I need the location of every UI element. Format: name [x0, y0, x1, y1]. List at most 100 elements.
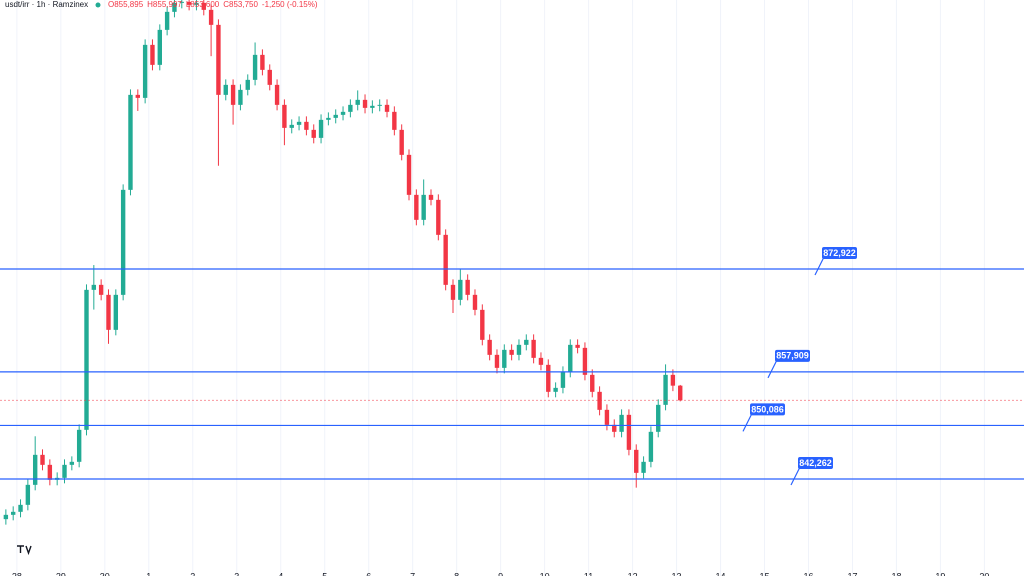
grid: 2829301234567891011121314151617181920	[12, 0, 989, 576]
candle-body	[619, 414, 624, 432]
candle-body	[223, 84, 228, 95]
x-tick-label: 6	[366, 571, 371, 576]
candle-body	[582, 347, 588, 375]
candle-body	[384, 104, 390, 112]
candle-body	[524, 339, 529, 345]
candle-body	[553, 387, 558, 392]
candle-body	[399, 129, 404, 155]
x-tick-label: 3	[234, 571, 239, 576]
candle-body	[25, 484, 31, 505]
candle-body	[10, 511, 16, 515]
candle-body	[267, 69, 272, 85]
candle-body	[252, 54, 258, 80]
candle-body	[106, 294, 111, 330]
x-tick-label: 29	[56, 571, 66, 576]
candle-body	[260, 54, 265, 70]
candle-body	[392, 111, 397, 130]
candle-body	[98, 284, 104, 295]
candle-body	[3, 514, 9, 520]
candle-body	[612, 424, 617, 432]
x-tick-label: 11	[584, 571, 593, 576]
candle-body	[450, 284, 456, 300]
candle-body	[150, 44, 155, 65]
candles	[3, 0, 683, 525]
x-tick-label: 8	[454, 571, 459, 576]
candle-body	[458, 279, 463, 300]
ohlc-value: O855,895	[108, 0, 144, 9]
candle-body	[560, 371, 566, 388]
candle-body	[76, 429, 82, 462]
candle-body	[62, 464, 67, 478]
candle-body	[531, 339, 536, 358]
candle-body	[208, 9, 214, 25]
candle-body	[326, 117, 331, 120]
candle-body	[69, 461, 75, 465]
x-tick-label: 19	[935, 571, 945, 576]
candle-body	[509, 349, 514, 355]
ohlc-value: H855,997	[147, 0, 182, 9]
x-tick-label: 13	[672, 571, 682, 576]
ohlc-value: L853,600	[186, 0, 220, 9]
candle-body	[487, 339, 492, 355]
candle-body	[465, 279, 470, 295]
candle-body	[238, 89, 243, 105]
candle-body	[91, 284, 97, 290]
candle-body	[304, 121, 309, 130]
candle-body	[670, 374, 676, 386]
level-badge	[750, 403, 785, 416]
candle-body	[172, 2, 177, 12]
candle-body	[311, 129, 316, 138]
candle-body	[40, 454, 45, 465]
level-connector	[767, 359, 778, 379]
level-label: 872,922	[823, 248, 856, 258]
candle-body	[678, 385, 683, 401]
candle-body	[47, 464, 53, 480]
x-tick-label: 10	[540, 571, 550, 576]
candle-body	[538, 357, 544, 365]
level-label: 842,262	[799, 458, 832, 468]
candle-body	[443, 234, 448, 285]
candle-body	[245, 79, 250, 90]
candle-body	[135, 94, 141, 98]
candle-body	[590, 374, 595, 392]
x-tick-label: 17	[847, 571, 857, 576]
candle-body	[575, 344, 580, 348]
candle-body	[377, 104, 382, 106]
legend: usdt/irr · 1h · Ramzinex O855,895 H855,99…	[5, 0, 318, 9]
candle-body	[546, 364, 551, 392]
candle-body	[113, 294, 119, 330]
x-tick-label: 16	[803, 571, 813, 576]
level-connector	[814, 256, 825, 276]
candle-body	[428, 194, 434, 200]
candle-body	[179, 1, 184, 3]
candle-body	[289, 124, 294, 128]
candle-body	[648, 431, 654, 462]
x-tick-label: 15	[760, 571, 770, 576]
candle-body	[18, 504, 23, 512]
candle-body	[604, 409, 610, 425]
candle-body	[414, 194, 419, 220]
candle-body	[370, 105, 375, 108]
x-tick-label: 30	[100, 571, 110, 576]
level-connector	[742, 413, 753, 432]
candle-body	[494, 354, 500, 368]
candle-body	[362, 99, 368, 108]
x-tick-label: 1	[146, 571, 151, 576]
x-tick-label: 28	[12, 571, 22, 576]
candle-body	[142, 44, 148, 98]
logo-mark	[17, 545, 32, 556]
candle-body	[663, 374, 668, 405]
x-tick-label: 18	[891, 571, 901, 576]
candle-body	[421, 194, 426, 220]
candle-body	[656, 404, 661, 432]
level-connector	[790, 466, 801, 486]
candle-body	[634, 449, 639, 473]
candle-body	[201, 2, 206, 10]
candle-body	[480, 309, 485, 340]
candle-body	[186, 1, 192, 5]
candle-body	[333, 114, 338, 118]
x-tick-label: 4	[278, 571, 283, 576]
level-badge	[822, 247, 857, 260]
